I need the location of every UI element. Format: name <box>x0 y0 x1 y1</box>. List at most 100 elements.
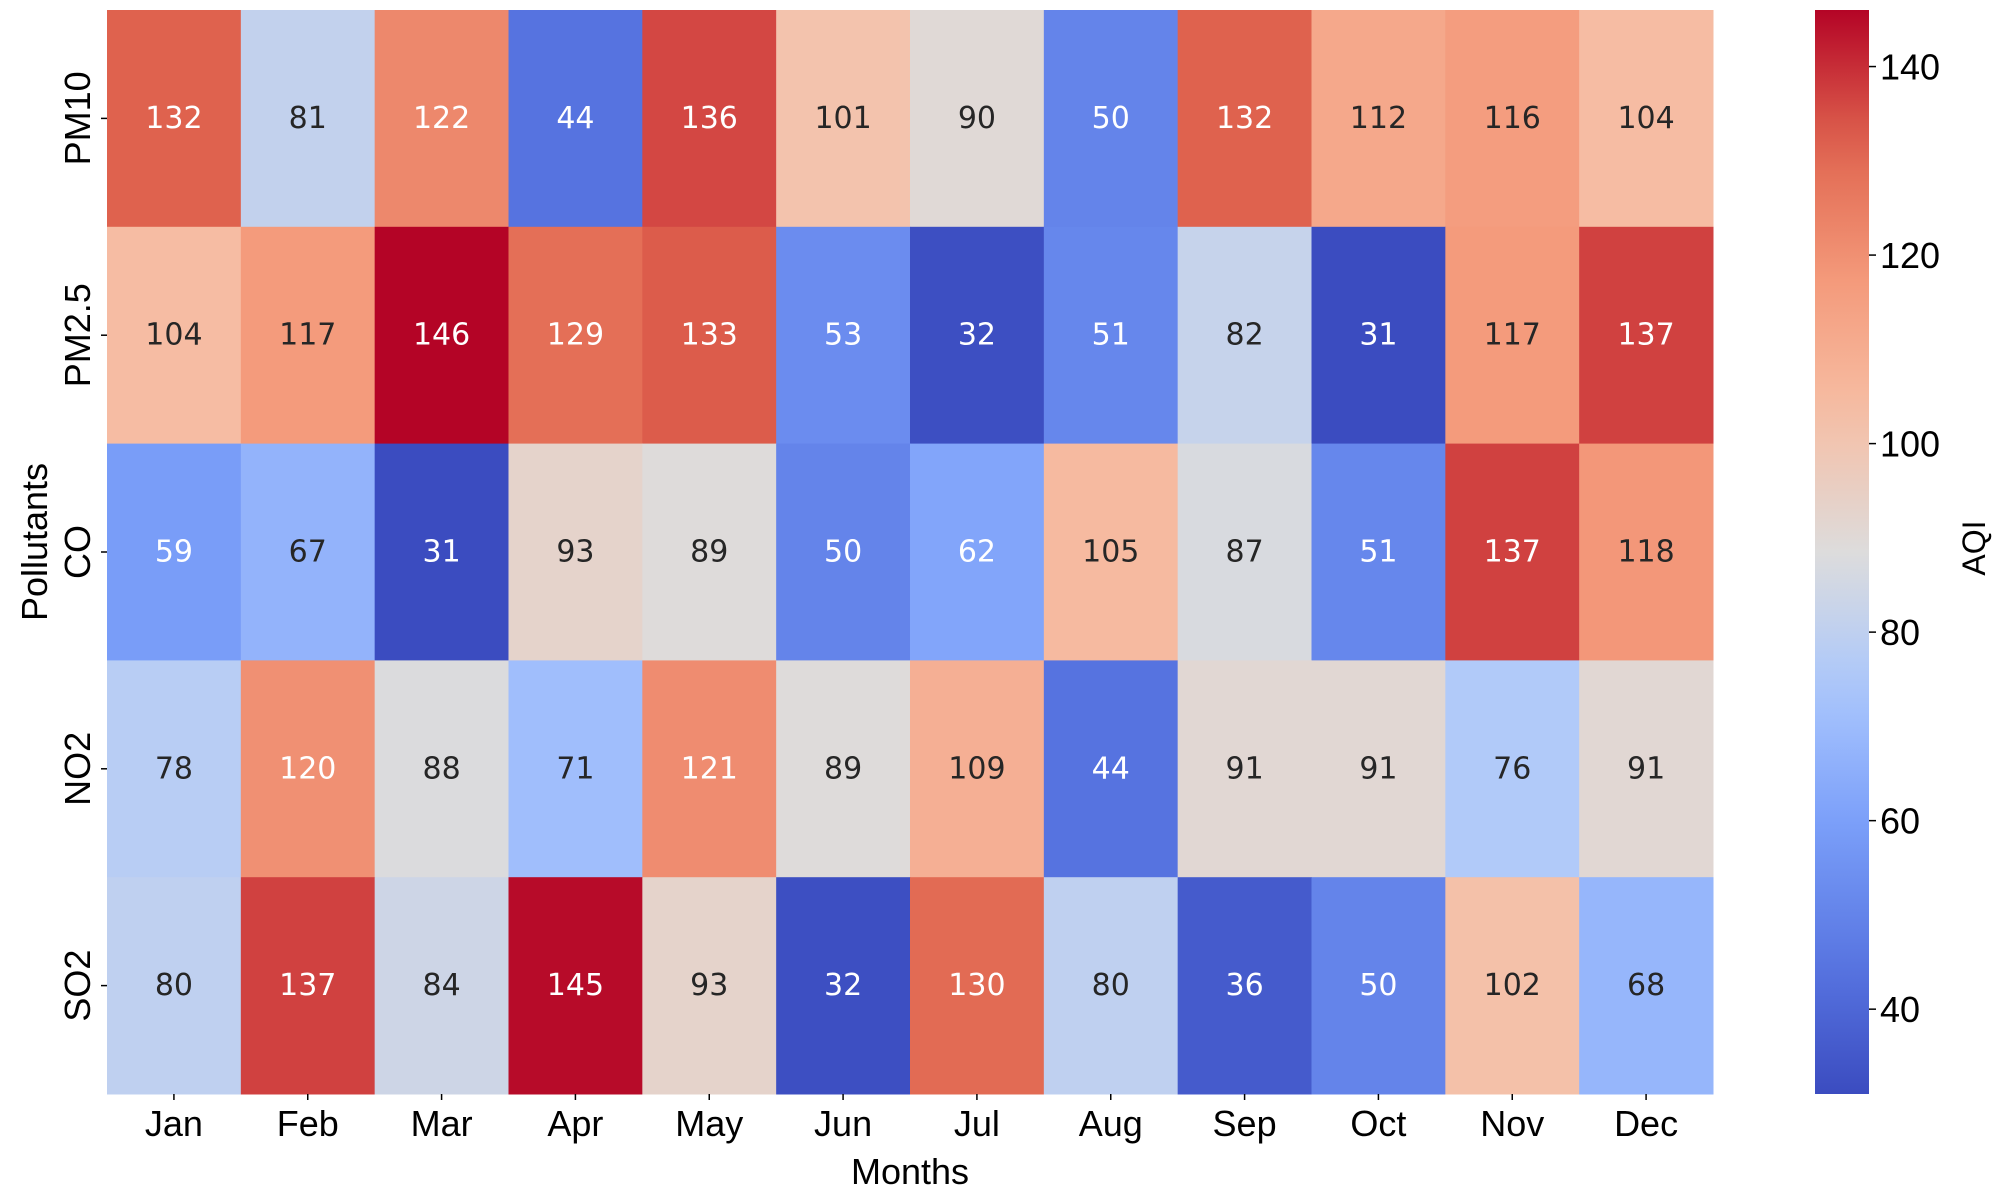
cell-value-label: 112 <box>1350 101 1407 136</box>
heatmap-cell <box>1043 877 1179 1095</box>
colorbar-tick-label: 120 <box>1880 235 1940 276</box>
colorbar-tick-label: 80 <box>1880 612 1920 653</box>
heatmap-cell <box>1177 660 1312 878</box>
heatmap-cell <box>1311 660 1446 878</box>
cell-value-label: 62 <box>958 535 996 570</box>
heatmap-cell <box>1579 660 1714 878</box>
cell-value-label: 118 <box>1617 535 1674 570</box>
heatmap-cell <box>374 443 509 661</box>
cell-value-label: 51 <box>1092 318 1130 353</box>
y-tick-label: SO2 <box>57 950 98 1022</box>
heatmap-cell <box>776 10 911 228</box>
heatmap-cell <box>508 660 643 878</box>
heatmap-cell <box>107 877 242 1095</box>
y-tick-label: PM2.5 <box>57 283 98 387</box>
x-tick-label: Jan <box>145 1103 203 1144</box>
cell-value-label: 132 <box>1216 101 1273 136</box>
cell-value-label: 36 <box>1225 968 1263 1003</box>
cell-value-label: 117 <box>279 318 336 353</box>
x-tick-label: Jun <box>814 1103 872 1144</box>
cell-value-label: 32 <box>958 318 996 353</box>
cell-value-label: 91 <box>1359 751 1397 786</box>
x-tick-label: Mar <box>411 1103 473 1144</box>
heatmap-cell <box>776 443 911 661</box>
cell-value-label: 102 <box>1484 968 1541 1003</box>
colorbar-tick-label: 100 <box>1880 424 1940 465</box>
heatmap-cell <box>107 660 242 878</box>
heatmap-cell <box>776 226 911 445</box>
heatmap-cell <box>642 443 777 661</box>
heatmap-cell <box>910 226 1045 445</box>
heatmap-cell <box>374 877 509 1095</box>
cell-value-label: 132 <box>145 101 202 136</box>
heatmap-cell <box>1043 660 1179 878</box>
cell-value-label: 101 <box>814 101 871 136</box>
heatmap-cell <box>1177 877 1312 1095</box>
heatmap-cell <box>910 660 1045 878</box>
heatmap-cell <box>1579 226 1714 445</box>
y-tick-label: PM10 <box>57 71 98 165</box>
cell-value-label: 104 <box>1617 101 1674 136</box>
x-tick-label: Dec <box>1614 1103 1678 1144</box>
cell-value-label: 109 <box>948 751 1005 786</box>
x-tick-label: Sep <box>1213 1103 1277 1144</box>
heatmap-cell <box>240 226 376 445</box>
heatmap-cell <box>1311 443 1446 661</box>
cell-value-label: 145 <box>547 968 604 1003</box>
cell-value-label: 87 <box>1225 535 1263 570</box>
cell-value-label: 50 <box>1359 968 1397 1003</box>
heatmap-cell <box>508 10 643 228</box>
cell-value-label: 133 <box>681 318 738 353</box>
cell-value-label: 88 <box>422 751 460 786</box>
heatmap-cell <box>642 226 777 445</box>
heatmap-cell <box>1311 10 1446 228</box>
heatmap-cell <box>642 660 777 878</box>
heatmap-cell <box>776 877 911 1095</box>
heatmap-cell <box>910 877 1045 1095</box>
x-tick-label: Jul <box>954 1103 1000 1144</box>
cell-value-label: 122 <box>413 101 470 136</box>
y-axis-label: Pollutants <box>14 463 55 621</box>
heatmap-cell <box>240 660 376 878</box>
cell-value-label: 80 <box>155 968 193 1003</box>
x-tick-label: May <box>675 1103 743 1144</box>
heatmap-cell <box>1043 226 1179 445</box>
heatmap-cell <box>374 226 509 445</box>
colorbar-tick-label: 40 <box>1880 989 1920 1030</box>
cell-value-label: 130 <box>948 968 1005 1003</box>
cell-value-label: 89 <box>690 535 728 570</box>
x-axis-label: Months <box>851 1151 969 1192</box>
heatmap-cell <box>240 443 376 661</box>
heatmap-cell <box>1579 443 1714 661</box>
cell-value-label: 89 <box>824 751 862 786</box>
cell-value-label: 105 <box>1082 535 1139 570</box>
heatmap-cell <box>1311 226 1446 445</box>
cell-value-label: 53 <box>824 318 862 353</box>
cell-value-label: 44 <box>556 101 594 136</box>
cell-value-label: 50 <box>824 535 862 570</box>
heatmap-cell <box>107 226 242 445</box>
cell-value-label: 68 <box>1627 968 1665 1003</box>
x-tick-label: Oct <box>1350 1103 1406 1144</box>
colorbar-tick-label: 60 <box>1880 801 1920 842</box>
cell-value-label: 121 <box>681 751 738 786</box>
cell-value-label: 137 <box>1617 318 1674 353</box>
heatmap-cell <box>508 443 643 661</box>
heatmap-cell <box>1579 10 1714 228</box>
cell-value-label: 76 <box>1493 751 1531 786</box>
colorbar-label: AQI <box>1956 520 1992 575</box>
cell-value-label: 120 <box>279 751 336 786</box>
cell-value-label: 90 <box>958 101 996 136</box>
cell-value-label: 50 <box>1092 101 1130 136</box>
cell-value-label: 93 <box>690 968 728 1003</box>
heatmap-cell <box>1445 443 1580 661</box>
heatmap-cell <box>107 10 242 228</box>
x-tick-label: Aug <box>1079 1103 1143 1144</box>
cell-value-label: 104 <box>145 318 202 353</box>
cell-value-label: 71 <box>556 751 594 786</box>
cell-value-label: 93 <box>556 535 594 570</box>
heatmap-cell <box>1043 443 1179 661</box>
cell-value-label: 81 <box>289 101 327 136</box>
cell-value-label: 67 <box>289 535 327 570</box>
cell-value-label: 80 <box>1092 968 1130 1003</box>
